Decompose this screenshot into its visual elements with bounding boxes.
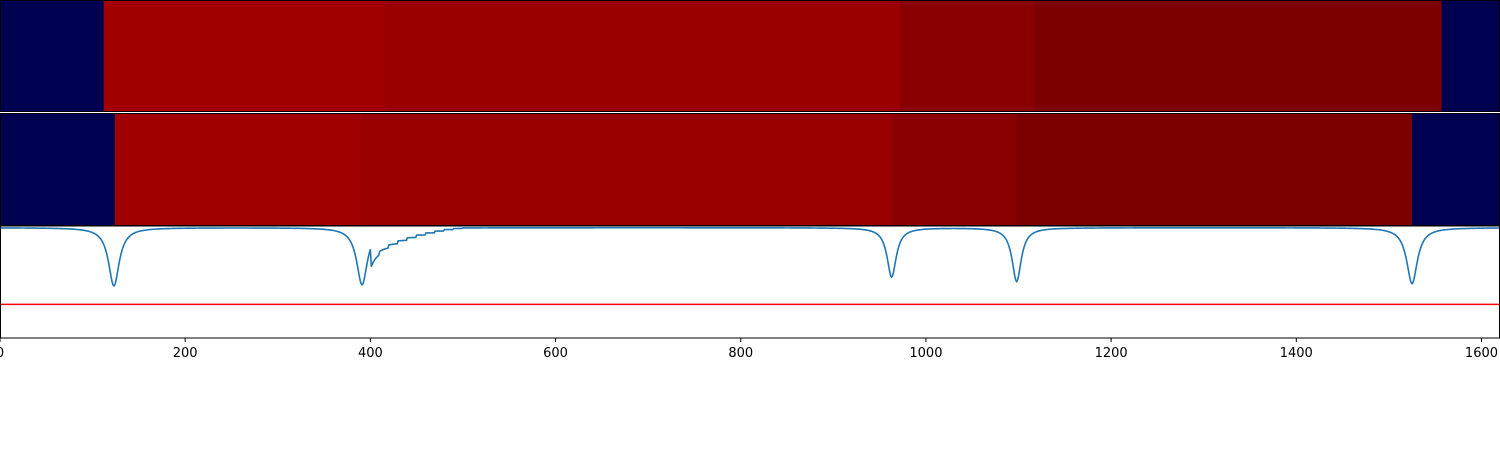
heatmap-panel-top (0, 0, 1500, 112)
x-tick-label-6: 1200 (1095, 346, 1128, 361)
heatmap-segment-1-1 (114, 113, 362, 226)
x-tick-label-0: 0 (0, 346, 4, 361)
x-tick-label-5: 1000 (909, 346, 942, 361)
x-axis: 0 200 400 600 800 1000 1200 1400 1600 (0, 338, 1498, 361)
heatmap-segment-0-5 (1441, 0, 1500, 112)
heatmap-segment-0-2 (385, 0, 901, 112)
x-tick-label-7: 1400 (1280, 346, 1313, 361)
x-tick-label-4: 800 (728, 346, 753, 361)
signal-panel-bottom (0, 226, 1500, 338)
signal-panel-background (0, 226, 1500, 338)
heatmap-segment-0-1 (103, 0, 386, 112)
heatmap-segment-1-3 (891, 113, 1018, 226)
x-tick-label-8: 1600 (1465, 346, 1498, 361)
heatmap-segment-1-2 (361, 113, 893, 226)
heatmap-segment-1-0 (0, 113, 116, 226)
x-tick-label-3: 600 (543, 346, 568, 361)
x-tick-label-1: 200 (173, 346, 198, 361)
x-tick-label-2: 400 (358, 346, 383, 361)
heatmap-segment-0-0 (0, 0, 105, 112)
heatmap-segment-0-4 (1034, 0, 1443, 112)
heatmap-segment-1-5 (1412, 113, 1500, 226)
heatmap-panel-middle (0, 113, 1500, 226)
heatmap-segment-1-4 (1016, 113, 1413, 226)
signal-line (0, 226, 1500, 288)
heatmap-segment-0-3 (900, 0, 1035, 112)
